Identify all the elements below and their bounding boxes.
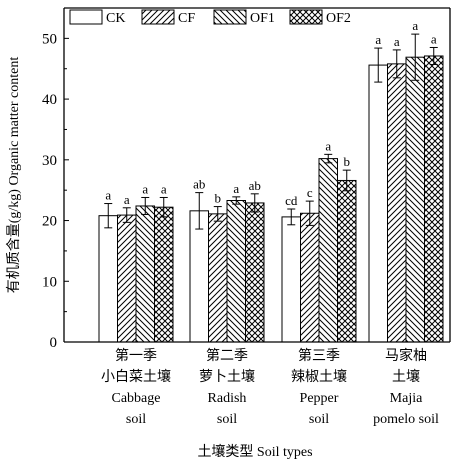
legend: CK CF OF1 OF2 (69, 9, 351, 26)
significance-letter: a (431, 31, 437, 46)
significance-letter: a (105, 188, 111, 203)
bar-cf (117, 214, 137, 343)
x-axis-label: 土壤类型 Soil types (197, 443, 312, 460)
legend-swatch-of1 (213, 9, 247, 25)
y-tick-label: 10 (42, 274, 57, 290)
x-tick-label: Pepper (300, 391, 339, 406)
bar-ck (98, 215, 118, 343)
bar-ck (189, 210, 209, 343)
bar-of1 (318, 158, 338, 343)
bar-of2 (337, 179, 357, 343)
x-tick-label: 第二季 (206, 347, 248, 364)
significance-letter: ab (249, 178, 261, 193)
significance-letter: ab (193, 177, 205, 192)
significance-letter: a (412, 18, 418, 33)
x-tick-label: 第三季 (298, 347, 340, 364)
significance-letter: a (394, 34, 400, 49)
x-tick-label: Cabbage (112, 391, 161, 406)
x-tick-label: soil (217, 412, 237, 427)
bar-ck (368, 64, 388, 343)
significance-letter: cd (285, 193, 298, 208)
x-tick-label: 小白菜土壤 (101, 368, 171, 385)
y-tick-label: 0 (50, 335, 58, 351)
x-tick-label: Majia (390, 391, 423, 406)
bar-cf (208, 213, 228, 343)
legend-swatch-cf (141, 9, 175, 25)
bar-of1 (405, 56, 425, 343)
significance-letter: a (233, 181, 239, 196)
bar-of1 (135, 205, 155, 343)
significance-letter: a (124, 192, 130, 207)
bar-of2 (245, 202, 265, 343)
x-tick-label: soil (126, 412, 146, 427)
y-axis-label: 有机质含量(g/kg) Organic matter content (6, 57, 22, 294)
x-tick-label: 马家柚 (385, 347, 427, 364)
bar-of2 (424, 55, 444, 343)
bar-cf (300, 212, 320, 343)
x-tick-label: Radish (208, 391, 247, 406)
bar-ck (281, 216, 301, 343)
x-tick-label: pomelo soil (373, 412, 439, 427)
bar-of1 (226, 200, 246, 343)
y-tick-label: 20 (42, 214, 57, 230)
x-tick-label: 萝卜土壤 (199, 368, 255, 385)
x-tick-label: 土壤 (392, 368, 420, 385)
legend-label: OF2 (326, 11, 351, 26)
x-tick-label: soil (309, 412, 329, 427)
legend-label: OF1 (250, 11, 275, 26)
y-tick-label: 30 (42, 153, 57, 169)
legend-label: CF (178, 11, 195, 26)
y-tick-label: 40 (42, 92, 57, 108)
bar-cf (387, 63, 407, 343)
significance-letter: b (215, 191, 222, 206)
significance-letter: b (344, 154, 351, 169)
legend-label: CK (106, 11, 125, 26)
legend-swatch-ck (69, 9, 103, 25)
significance-letter: a (325, 138, 331, 153)
significance-letter: a (161, 181, 167, 196)
legend-swatch-of2 (289, 9, 323, 25)
y-tick-label: 50 (42, 31, 57, 47)
significance-letter: c (307, 185, 313, 200)
x-tick-label: 第一季 (115, 347, 157, 364)
bar-of2 (154, 206, 174, 343)
significance-letter: a (375, 32, 381, 47)
x-tick-label: 辣椒土壤 (291, 368, 347, 385)
significance-letter: a (142, 181, 148, 196)
